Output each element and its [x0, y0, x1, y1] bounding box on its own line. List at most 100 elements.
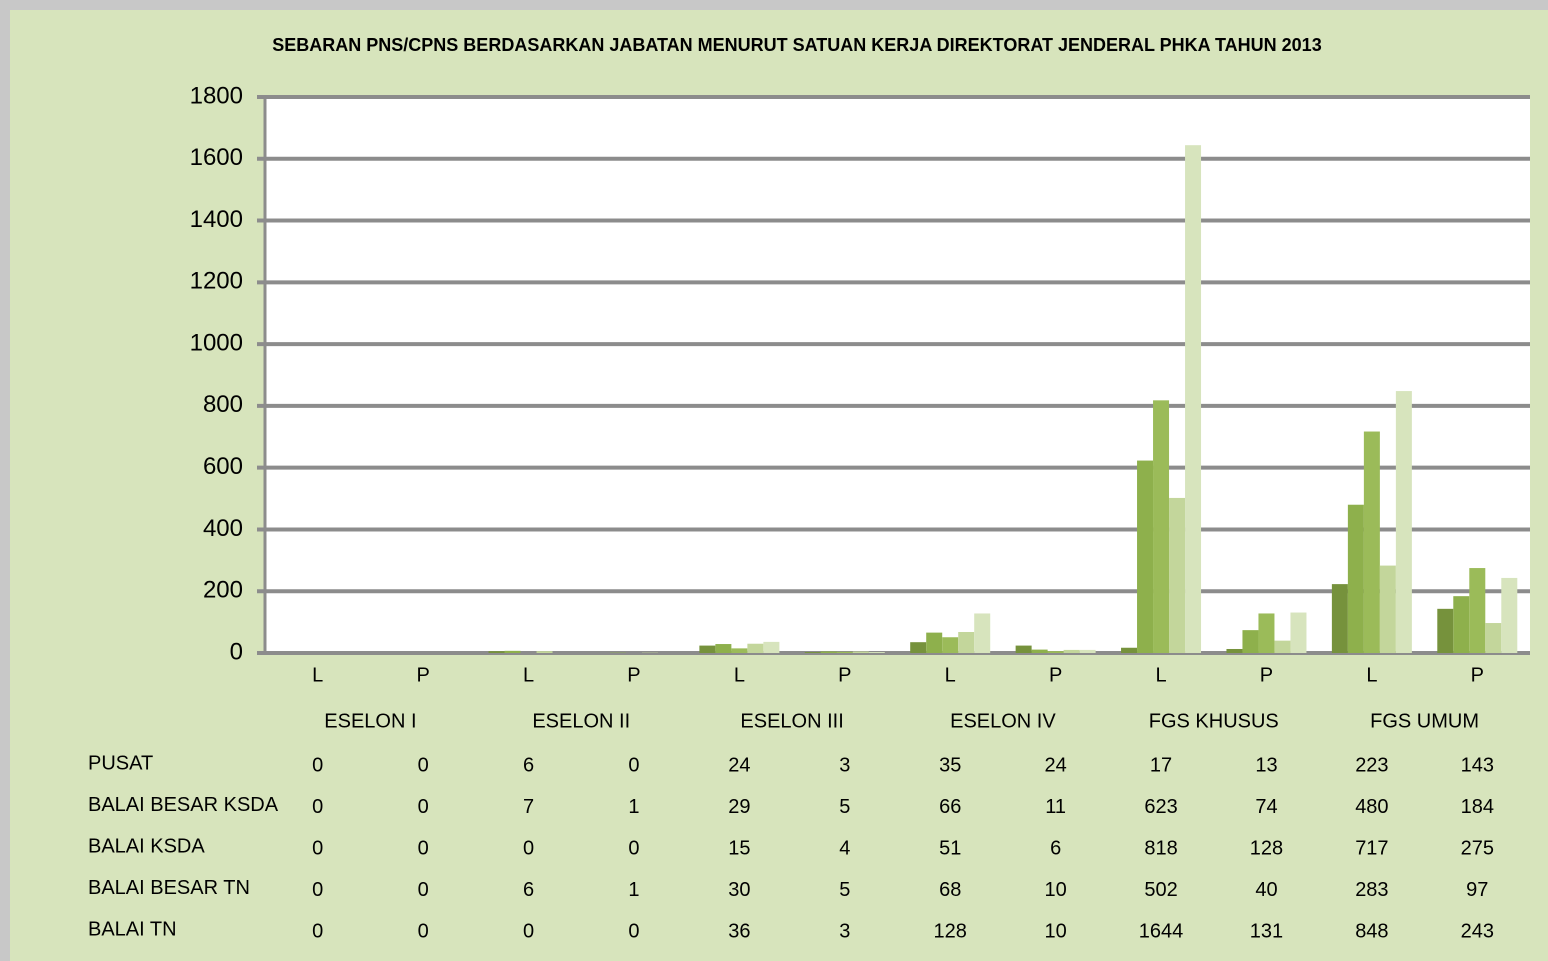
y-tick-label: 600: [203, 453, 243, 480]
table-cell: 0: [418, 920, 429, 942]
table-cell: 97: [1466, 879, 1488, 901]
table-cell: 128: [1250, 837, 1283, 859]
table-cell: 128: [934, 920, 967, 942]
bar: [942, 637, 959, 653]
y-tick-label: 800: [203, 391, 243, 418]
bar: [1395, 391, 1412, 653]
table-cell: 5: [839, 879, 850, 901]
x-tick-label: L: [945, 664, 956, 686]
y-tick-label: 1000: [190, 329, 243, 356]
group-label: ESELON II: [532, 710, 630, 732]
x-tick-label: L: [734, 664, 745, 686]
plot-area: [265, 97, 1530, 653]
table-cell: 6: [523, 879, 534, 901]
table-cell: 66: [939, 796, 961, 818]
bar: [1485, 623, 1502, 653]
bar: [804, 652, 821, 653]
bar: [504, 650, 521, 653]
table-cell: 0: [628, 837, 639, 859]
x-tick-label: P: [838, 664, 851, 686]
bar: [1063, 649, 1080, 653]
table-cell: 0: [418, 796, 429, 818]
group-label: FGS KHUSUS: [1149, 710, 1279, 732]
group-label: ESELON III: [740, 710, 843, 732]
bar: [763, 641, 780, 653]
bar: [1047, 651, 1064, 653]
bar: [820, 651, 837, 653]
table-cell: 818: [1144, 837, 1177, 859]
bar: [699, 645, 716, 653]
table-cell: 0: [418, 754, 429, 776]
table-cell: 17: [1150, 754, 1172, 776]
table-cell: 275: [1461, 837, 1494, 859]
bar: [1169, 497, 1186, 653]
table-cell: 143: [1461, 754, 1494, 776]
bar: [1290, 612, 1307, 653]
group-label: ESELON I: [324, 710, 416, 732]
bar: [1363, 431, 1380, 653]
table-cell: 0: [312, 796, 323, 818]
x-tick-label: P: [1049, 664, 1062, 686]
y-tick-label: 1800: [190, 82, 243, 109]
x-tick-label: P: [1260, 664, 1273, 686]
bar: [536, 651, 553, 653]
bar: [1031, 649, 1048, 653]
bar: [868, 652, 885, 653]
table-cell: 623: [1144, 796, 1177, 818]
bar: [1258, 613, 1275, 653]
x-tick-label: P: [627, 664, 640, 686]
x-tick-label: L: [1155, 664, 1166, 686]
table-cell: 184: [1461, 796, 1494, 818]
table-cell: 40: [1255, 879, 1277, 901]
bar: [910, 642, 927, 653]
bar: [974, 613, 991, 653]
bar: [1347, 504, 1364, 653]
table-cell: 24: [1045, 754, 1067, 776]
bar: [836, 651, 853, 653]
y-tick-label: 200: [203, 577, 243, 604]
table-cell: 29: [728, 796, 750, 818]
table-cell: 0: [312, 879, 323, 901]
bar: [1079, 649, 1096, 653]
table-cell: 3: [839, 754, 850, 776]
x-tick-label: L: [312, 664, 323, 686]
y-tick-label: 1600: [190, 144, 243, 171]
table-cell: 4: [839, 837, 850, 859]
y-tick-label: 0: [230, 638, 243, 665]
bar: [1274, 640, 1291, 653]
table-row-label: BALAI KSDA: [88, 835, 205, 857]
bar: [1185, 145, 1202, 654]
bar: [1015, 645, 1032, 653]
table-cell: 24: [728, 754, 750, 776]
bar: [1469, 568, 1486, 653]
y-tick-label: 1400: [190, 206, 243, 233]
table-row-label: BALAI BESAR TN: [88, 877, 250, 899]
table-cell: 7: [523, 796, 534, 818]
bar: [852, 651, 869, 653]
table-cell: 480: [1355, 796, 1388, 818]
bar: [731, 648, 748, 653]
bar: [747, 643, 764, 653]
table-cell: 51: [939, 837, 961, 859]
bar: [1331, 584, 1348, 653]
group-label: FGS UMUM: [1370, 710, 1479, 732]
y-tick-label: 1200: [190, 268, 243, 295]
table-cell: 502: [1144, 879, 1177, 901]
x-tick-label: P: [416, 664, 429, 686]
table-cell: 0: [312, 754, 323, 776]
x-tick-label: L: [1366, 664, 1377, 686]
table-cell: 848: [1355, 920, 1388, 942]
table-cell: 5: [839, 796, 850, 818]
table-cell: 10: [1045, 920, 1067, 942]
table-cell: 0: [523, 837, 534, 859]
bar: [1437, 608, 1454, 653]
bar: [926, 632, 943, 653]
table-cell: 36: [728, 920, 750, 942]
table-cell: 0: [312, 837, 323, 859]
bar: [1153, 400, 1170, 653]
bar: [488, 651, 505, 653]
bar: [1121, 647, 1138, 653]
table-cell: 6: [1050, 837, 1061, 859]
